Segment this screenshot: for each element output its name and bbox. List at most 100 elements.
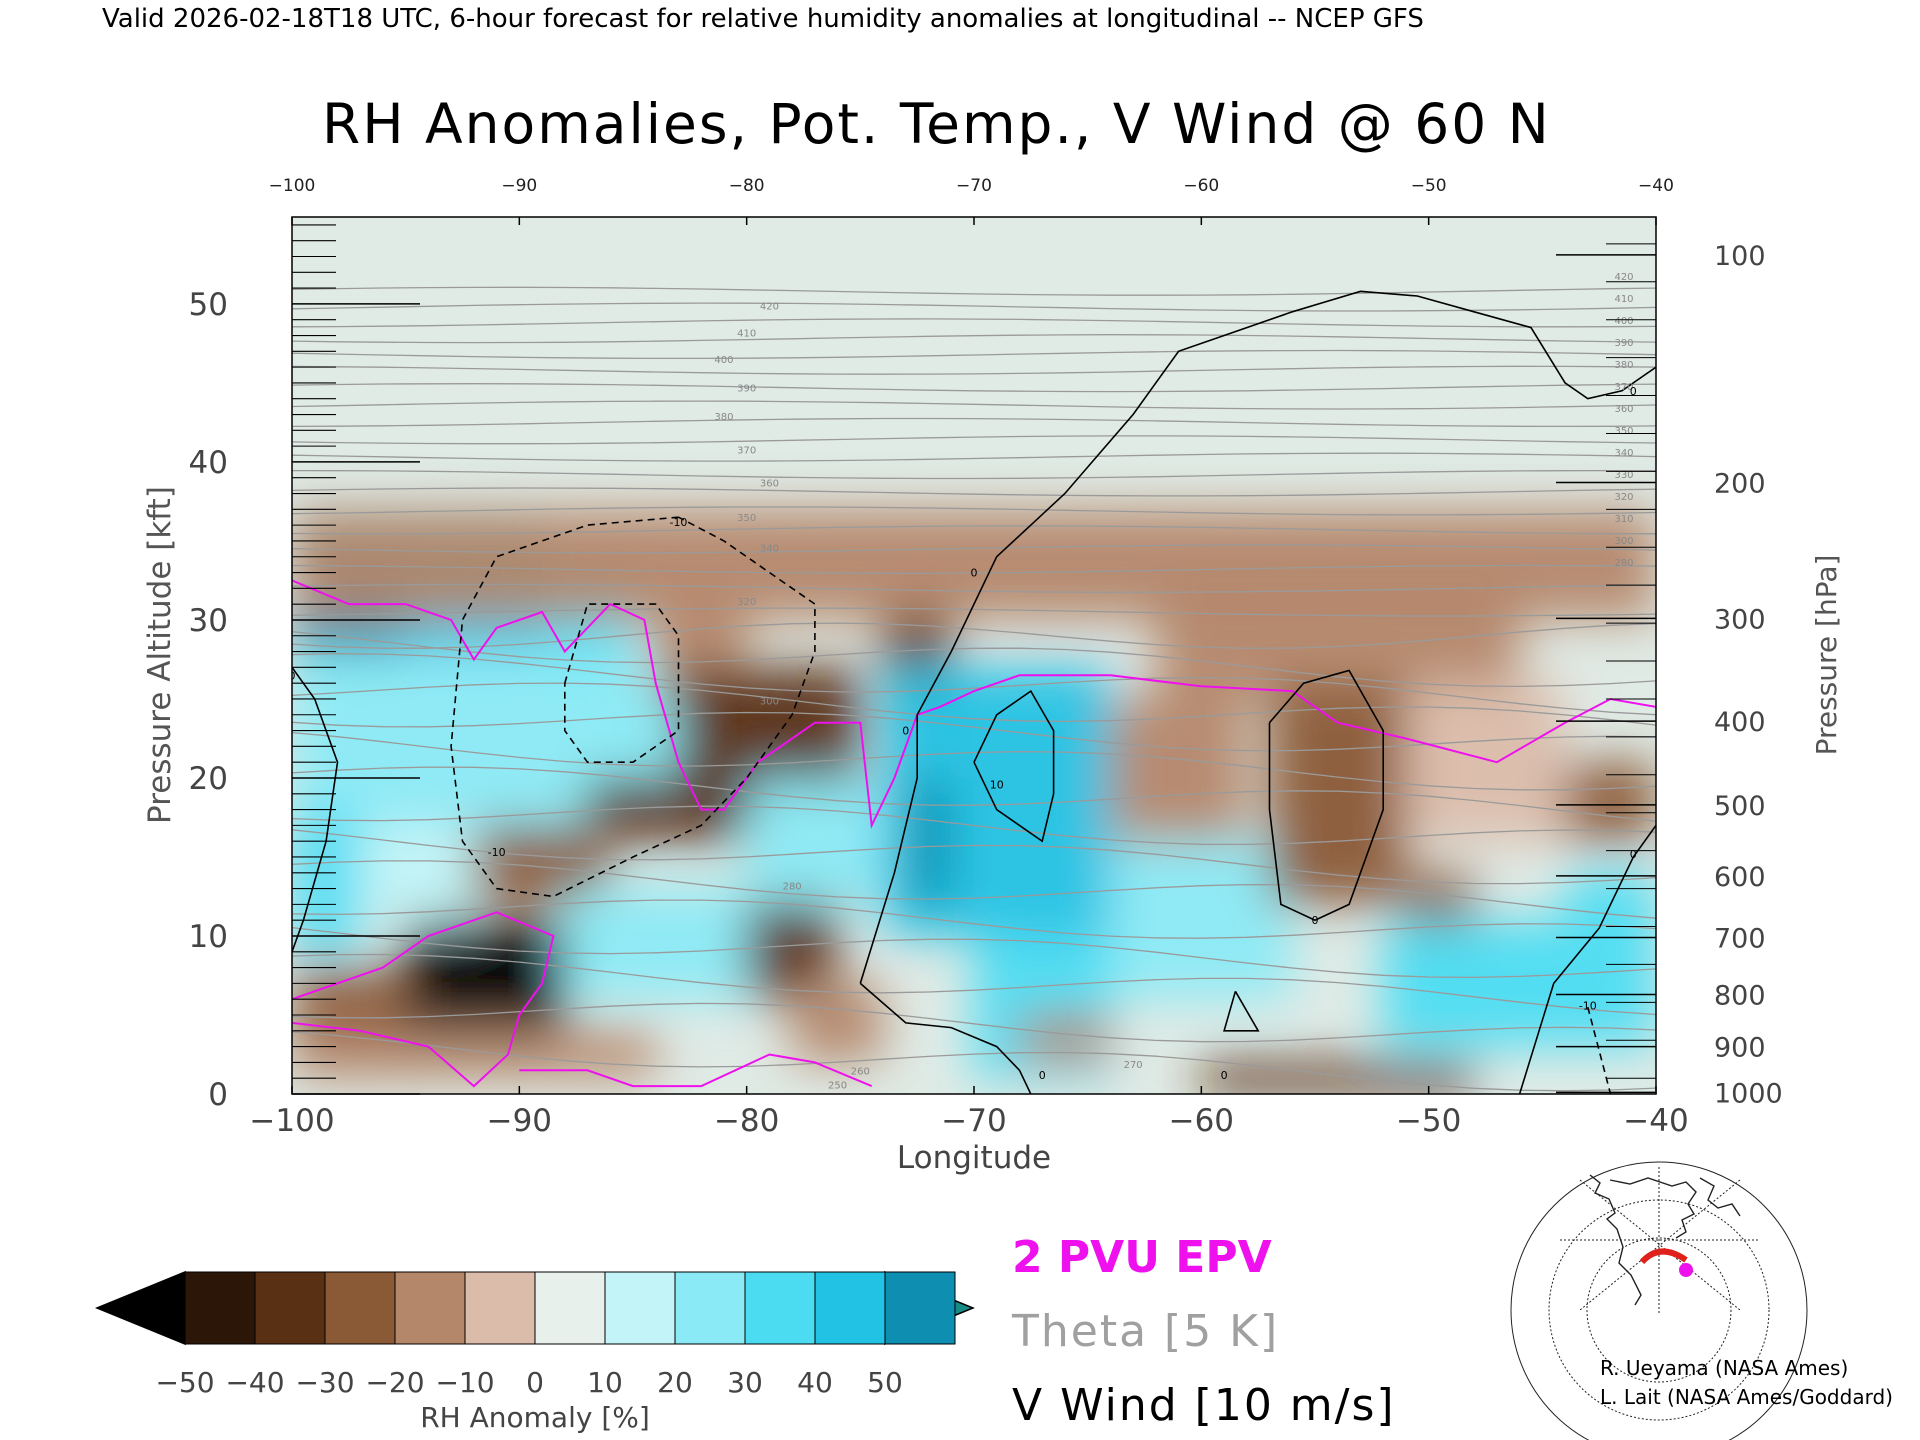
theta-label-right-2: 400 <box>1614 316 1633 327</box>
rh-region-5 <box>360 825 474 921</box>
theta-line-26 <box>292 400 1656 410</box>
credit-ueyama: R. Ueyama (NASA Ames) <box>1600 1356 1848 1380</box>
theta-line-3 <box>292 926 1656 979</box>
theta-label-right-5: 370 <box>1614 382 1633 393</box>
epv-line-lower <box>292 911 555 1088</box>
x-tick-label: −80 <box>714 1103 779 1139</box>
theta-line-24 <box>292 435 1656 445</box>
rh-region-11 <box>405 920 565 1031</box>
rh-region-14 <box>564 888 747 1000</box>
plot-frame <box>291 216 1657 1095</box>
colorbar-segment-10 <box>884 1271 956 1345</box>
theta-line-33 <box>292 286 1656 296</box>
colorbar-label: RH Anomaly [%] <box>420 1401 650 1434</box>
theta-label-14: 250 <box>828 1081 847 1092</box>
v-wind-label-11: 0 <box>1630 385 1637 398</box>
v-wind-label-8: 0 <box>1630 848 1637 861</box>
v-wind-contour-4 <box>1268 669 1384 922</box>
colorbar-tick-label: 10 <box>587 1366 623 1399</box>
colorbar-tick-label: −50 <box>155 1366 214 1399</box>
theta-label-right-1: 410 <box>1614 294 1633 305</box>
v-wind-label-6: 0 <box>1221 1069 1228 1082</box>
colorbar-segment-1 <box>254 1271 326 1345</box>
colorbar-segment-7 <box>674 1271 746 1345</box>
theta-line-11 <box>292 682 1656 726</box>
colorbar-tick-label: −20 <box>365 1366 424 1399</box>
legend-theta: Theta [5 K] <box>1011 1306 1279 1357</box>
y-tick-label: 0 <box>208 1077 228 1113</box>
epv-2pvu-contours <box>292 579 1656 1088</box>
theta-label-13: 260 <box>851 1066 870 1077</box>
theta-line-18 <box>292 544 1656 554</box>
v-wind-label-4: 10 <box>990 778 1004 791</box>
colorbar-tick-label: 20 <box>657 1366 693 1399</box>
theta-line-5 <box>292 860 1656 919</box>
colorbar-tick-label: 50 <box>867 1366 903 1399</box>
theta-line-7 <box>292 805 1656 846</box>
chart-title: RH Anomalies, Pot. Temp., V Wind @ 60 N <box>322 92 1551 156</box>
y-tick-label: 10 <box>189 919 228 955</box>
y-axis-label: Pressure Altitude [kft] <box>142 486 178 824</box>
colorbar-segment-2 <box>324 1271 396 1345</box>
v-wind-label-2: 0 <box>971 567 978 580</box>
pressure-tick-label: 900 <box>1714 1033 1766 1064</box>
rh-region-20 <box>905 777 952 905</box>
theta-line-12 <box>292 653 1656 716</box>
v-wind-contour-7 <box>450 516 816 898</box>
pressure-tick-label: 200 <box>1714 468 1766 499</box>
y2-axis-label: Pressure [hPa] <box>1810 555 1843 756</box>
theta-label-2: 400 <box>714 355 733 366</box>
rh-region-31 <box>1565 762 1656 842</box>
locator-map <box>1510 1161 1808 1440</box>
theta-label-7: 350 <box>737 513 756 524</box>
x-axis-label: Longitude <box>897 1140 1051 1176</box>
theta-label-6: 360 <box>760 478 779 489</box>
y-tick-label: 50 <box>189 287 228 323</box>
epv-line-surface <box>519 1053 873 1088</box>
rh-region-33 <box>292 509 1656 620</box>
theta-line-0 <box>292 1031 1656 1092</box>
colorbar: −50 −40 −30 −20 −10 0 10 20 30 40 50 RH Anomaly [%… <box>95 1270 975 1434</box>
colorbar-tick-label: 0 <box>526 1366 544 1399</box>
theta-label-1: 410 <box>737 328 756 339</box>
x-top-tick-label: −80 <box>729 176 765 196</box>
plot-area: 420 410 400 390 380 370 360 350 340 320 300 280 270 2… <box>289 216 1657 1095</box>
theta-line-27 <box>292 383 1656 393</box>
pressure-tick-label: 700 <box>1714 924 1766 955</box>
theta-label-right-9: 330 <box>1614 470 1633 481</box>
v-wind-contour-6 <box>1518 824 1656 1094</box>
v-wind-contour-9 <box>1587 1006 1612 1094</box>
theta-label-10: 300 <box>760 697 779 708</box>
v-wind-label-9: -10 <box>1579 1000 1597 1013</box>
theta-line-2 <box>292 953 1656 1016</box>
theta-line-17 <box>292 564 1656 574</box>
pressure-tick-label: 100 <box>1714 241 1766 272</box>
v-wind-label-10: 0 <box>289 669 296 682</box>
credit-lait: L. Lait (NASA Ames/Goddard) <box>1600 1385 1893 1409</box>
v-wind-contours <box>292 290 1656 1094</box>
theta-label-right-0: 420 <box>1614 272 1633 283</box>
epv-line-upper <box>292 579 1656 829</box>
theta-label-0: 420 <box>760 301 779 312</box>
theta-label-right-4: 380 <box>1614 360 1633 371</box>
colorbar-segments <box>184 1271 956 1345</box>
colorbar-tick-labels: −50 −40 −30 −20 −10 0 10 20 30 40 50 <box>155 1366 902 1399</box>
theta-label-9: 320 <box>737 597 756 608</box>
rh-region-23 <box>1110 698 1247 842</box>
rh-region-17 <box>792 983 884 1063</box>
colorbar-segment-0 <box>184 1271 256 1345</box>
v-wind-contour-3 <box>973 689 1055 843</box>
colorbar-tick-label: −10 <box>435 1366 494 1399</box>
colorbar-tick-label: −40 <box>225 1366 284 1399</box>
pressure-tick-labels: 100 200 300 400 500 600 700 800 900 1000 <box>1714 241 1783 1109</box>
theta-line-8 <box>292 766 1656 822</box>
v-wind-contour-1 <box>859 290 1656 984</box>
x-top-tick-label: −40 <box>1638 176 1674 196</box>
v-wind-label-3: 0 <box>902 725 909 738</box>
v-wind-contour-0 <box>292 666 339 953</box>
theta-label-right-7: 350 <box>1614 426 1633 437</box>
legend-epv: 2 PVU EPV <box>1012 1232 1272 1283</box>
colorbar-segment-4 <box>464 1271 536 1345</box>
rh-region-30 <box>1201 1062 1475 1094</box>
